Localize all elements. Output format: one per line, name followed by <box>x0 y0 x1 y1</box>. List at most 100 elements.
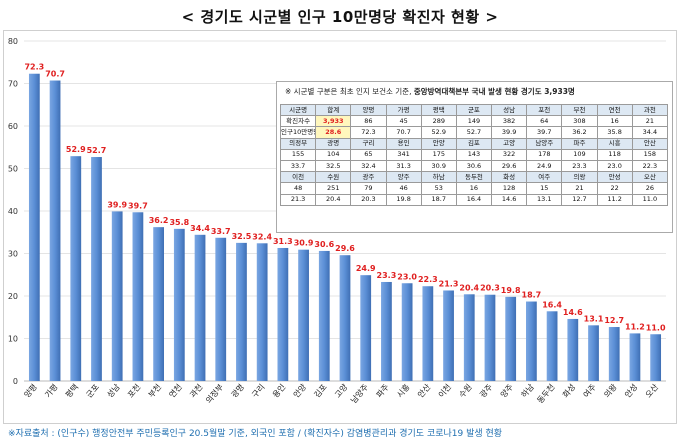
data-label: 24.9 <box>356 264 376 273</box>
bar <box>546 311 558 381</box>
info-table-cell: 남양주 <box>526 137 563 150</box>
bar <box>91 157 102 381</box>
info-caption-prefix: ※ 시군별 구분은 최초 인지 보건소 기준, <box>285 87 414 96</box>
x-tick-label: 수원 <box>457 383 473 400</box>
info-table-cell: 23.0 <box>596 159 633 173</box>
info-table-cell: 52.7 <box>455 126 493 139</box>
y-tick-label: 80 <box>8 37 18 46</box>
x-tick-label: 평택 <box>63 382 80 400</box>
y-tick-label: 0 <box>13 377 18 386</box>
x-tick-label: 동두천 <box>535 382 557 405</box>
y-axis: 0 10 20 30 40 50 60 70 80 <box>8 37 18 386</box>
info-table-cell: 시흥 <box>596 137 633 150</box>
info-table-cell: 118 <box>596 148 633 161</box>
bar <box>650 334 662 381</box>
info-table-cell: 13.1 <box>526 193 563 206</box>
info-table-cell: 158 <box>631 148 669 161</box>
x-tick-label: 용인 <box>270 382 287 400</box>
info-table-cell: 양평 <box>350 103 387 117</box>
info-table-cell: 연천 <box>596 103 633 117</box>
data-label: 23.0 <box>397 272 417 281</box>
info-table-cell: 86 <box>350 115 387 128</box>
bar <box>132 212 144 381</box>
info-table-cell: 21 <box>631 115 669 128</box>
bar <box>318 250 330 381</box>
bar <box>567 318 579 381</box>
info-table-cell: 382 <box>491 115 528 128</box>
data-label: 23.3 <box>377 271 397 280</box>
x-tick-label: 화성 <box>561 383 577 400</box>
info-table-row: 이천 수원 광주 양주 하남 동두천 화성 여주 의왕 안성 오산 <box>279 171 669 184</box>
chart-title: < 경기도 시군별 인구 10만명당 확진자 현황 > <box>181 8 499 26</box>
info-table-cell: 20.4 <box>315 193 352 206</box>
data-label: 36.2 <box>149 216 169 225</box>
info-table-cell: 143 <box>455 148 493 161</box>
info-table-cell: 308 <box>561 115 598 128</box>
info-table-cell: 성남 <box>491 103 528 117</box>
y-tick-label: 50 <box>8 165 18 174</box>
info-table-cell: 김포 <box>455 137 493 150</box>
info-table-cell: 39.7 <box>526 126 563 139</box>
data-label: 72.3 <box>24 63 44 72</box>
data-label: 21.3 <box>439 279 459 288</box>
info-table-cell: 175 <box>420 148 457 161</box>
data-label: 11.2 <box>625 322 645 331</box>
x-tick-label: 의왕 <box>602 381 620 399</box>
info-table-cell: 군포 <box>455 103 493 117</box>
info-table-cell: 16 <box>596 115 633 128</box>
info-table-cell: 안성 <box>596 171 633 184</box>
data-label: 20.4 <box>459 283 479 292</box>
bar <box>277 247 289 381</box>
info-table-cell: 12.7 <box>561 193 598 206</box>
info-table-cell: 확진자수 <box>279 115 317 128</box>
bars <box>28 73 662 382</box>
data-label: 29.6 <box>335 244 355 253</box>
info-table-cell: 하남 <box>420 171 457 184</box>
info-table-row: 확진자수 3,933 86 45 289 149 382 64 308 16 21 <box>279 115 669 128</box>
info-table-row: 인구10만명당 28.6 72.3 70.7 52.9 52.7 39.9 39.7 36.2 3… <box>279 126 669 139</box>
bar <box>339 255 351 381</box>
info-table-cell: 128 <box>491 182 528 195</box>
bar <box>194 234 206 381</box>
x-tick-label: 안산 <box>415 381 433 399</box>
y-tick-label: 60 <box>8 122 18 131</box>
bar <box>153 227 164 381</box>
info-table-cell: 11.0 <box>631 193 669 206</box>
info-table-cell: 36.2 <box>561 126 598 139</box>
info-box: ※ 시군별 구분은 최초 인지 보건소 기준, 중앙방역대책본부 국내 발생 현… <box>276 81 673 233</box>
info-table-cell: 여주 <box>526 171 563 184</box>
info-table-cell: 32.4 <box>350 159 387 173</box>
info-table-row: 의정부 광명 구리 용인 안양 김포 고양 남양주 파주 시흥 안산 <box>279 137 669 150</box>
info-table-cell: 35.8 <box>596 126 633 139</box>
info-table-cell: 양주 <box>385 171 422 184</box>
info-table-cell: 26 <box>631 182 669 195</box>
bar <box>588 325 599 381</box>
info-table-cell: 안산 <box>631 137 669 150</box>
info-table-cell: 64 <box>526 115 563 128</box>
data-label: 18.7 <box>522 291 542 300</box>
info-table-cell: 21.3 <box>279 193 317 206</box>
x-tick-label: 이천 <box>436 382 453 400</box>
bar <box>360 275 372 381</box>
info-table-cell: 21 <box>561 182 598 195</box>
info-table-cell: 48 <box>279 182 317 195</box>
info-table: 시군명 합계 양평 가평 평택 군포 성남 포천 부천 연천 과천 확진자수 3,933 86 45 289 1… <box>279 103 669 206</box>
data-label: 30.6 <box>314 240 334 249</box>
info-table-cell: 53 <box>420 182 457 195</box>
y-tick-label: 10 <box>8 335 18 344</box>
info-table-cell: 22.3 <box>631 159 669 173</box>
chart-frame: 0 10 20 30 40 50 60 70 80 72.3 70.7 52.9 52.7 39.9 39… <box>3 30 677 424</box>
info-table-cell: 포천 <box>526 103 563 117</box>
info-table-row: 48 251 79 46 53 16 128 15 21 22 26 <box>279 182 669 195</box>
info-table-cell: 파주 <box>561 137 598 150</box>
info-table-cell: 동두천 <box>455 171 493 184</box>
info-table-cell: 322 <box>491 148 528 161</box>
info-table-cell: 16 <box>455 182 493 195</box>
x-tick-label: 의정부 <box>203 382 225 405</box>
x-tick-label: 포천 <box>125 382 142 400</box>
x-tick-label: 여주 <box>581 382 598 400</box>
info-table-cell: 부천 <box>561 103 598 117</box>
x-tick-label: 안성 <box>622 382 639 400</box>
x-tick-label: 하남 <box>519 381 537 399</box>
info-table-cell: 155 <box>279 148 317 161</box>
